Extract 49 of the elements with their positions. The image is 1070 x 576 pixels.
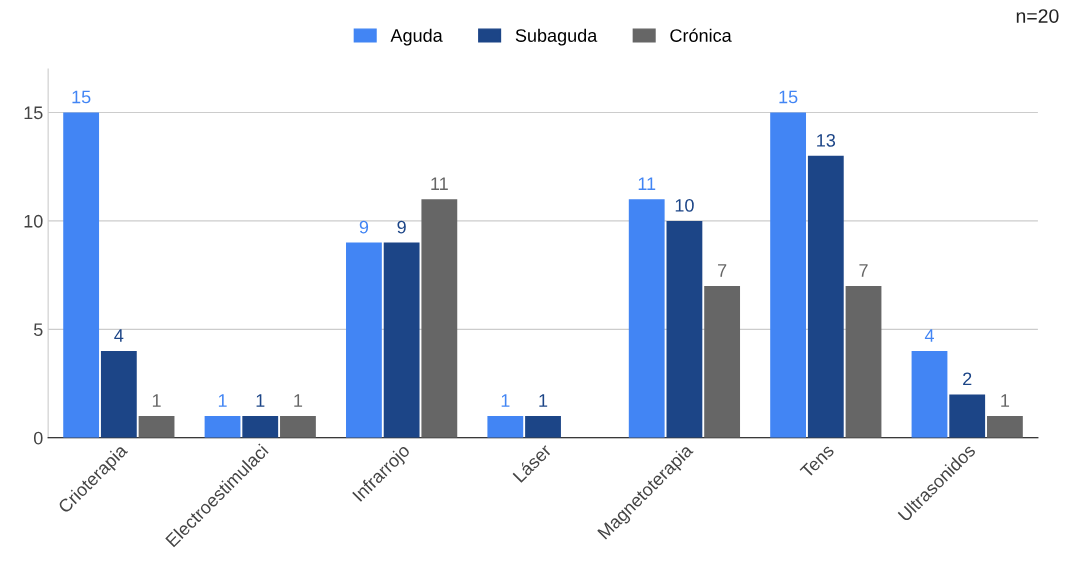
y-tick-label: 5	[33, 323, 43, 337]
legend-label: Subaguda	[515, 28, 598, 46]
bar	[911, 351, 948, 438]
data-label: 1	[294, 394, 303, 407]
bar	[204, 416, 241, 438]
legend-label: Crónica	[670, 28, 732, 42]
bar	[807, 155, 844, 438]
bar	[704, 285, 741, 438]
data-label: 10	[675, 199, 694, 212]
legend-label: Aguda	[390, 28, 443, 46]
bar	[63, 112, 100, 438]
bar	[242, 416, 279, 438]
y-tick-label: 15	[24, 106, 43, 120]
data-label: 13	[817, 133, 836, 147]
data-label: 1	[256, 394, 265, 407]
bar	[421, 199, 458, 438]
bar	[383, 242, 420, 438]
y-tick-label: 10	[24, 214, 43, 228]
data-label: 1	[501, 394, 510, 407]
data-label: 7	[718, 264, 727, 277]
data-label: 15	[72, 90, 91, 104]
data-label: 9	[359, 220, 369, 234]
bar	[487, 416, 524, 438]
bar	[987, 416, 1023, 438]
bar	[666, 220, 703, 438]
data-label: 1	[218, 394, 227, 407]
bar	[628, 199, 665, 438]
bar	[100, 351, 137, 438]
data-label: 1	[539, 394, 548, 407]
data-label: 7	[859, 264, 868, 277]
bar	[949, 394, 986, 438]
data-label: 4	[924, 329, 934, 342]
bar	[770, 112, 807, 438]
data-label: 9	[397, 220, 406, 234]
bar	[845, 285, 882, 438]
data-label: 1	[152, 394, 161, 407]
y-tick-label: 0	[33, 431, 43, 445]
data-label: 15	[779, 90, 798, 104]
data-label: 11	[431, 177, 448, 190]
bar	[525, 416, 561, 438]
bar	[280, 416, 316, 438]
text: n=20	[1016, 9, 1059, 23]
bar	[346, 242, 382, 438]
x-tick-label: Tens	[799, 443, 835, 479]
data-label: 1	[1001, 394, 1010, 407]
data-label: 4	[114, 329, 124, 342]
bar	[138, 416, 175, 438]
data-label: 11	[638, 177, 656, 190]
data-label: 2	[963, 372, 972, 386]
